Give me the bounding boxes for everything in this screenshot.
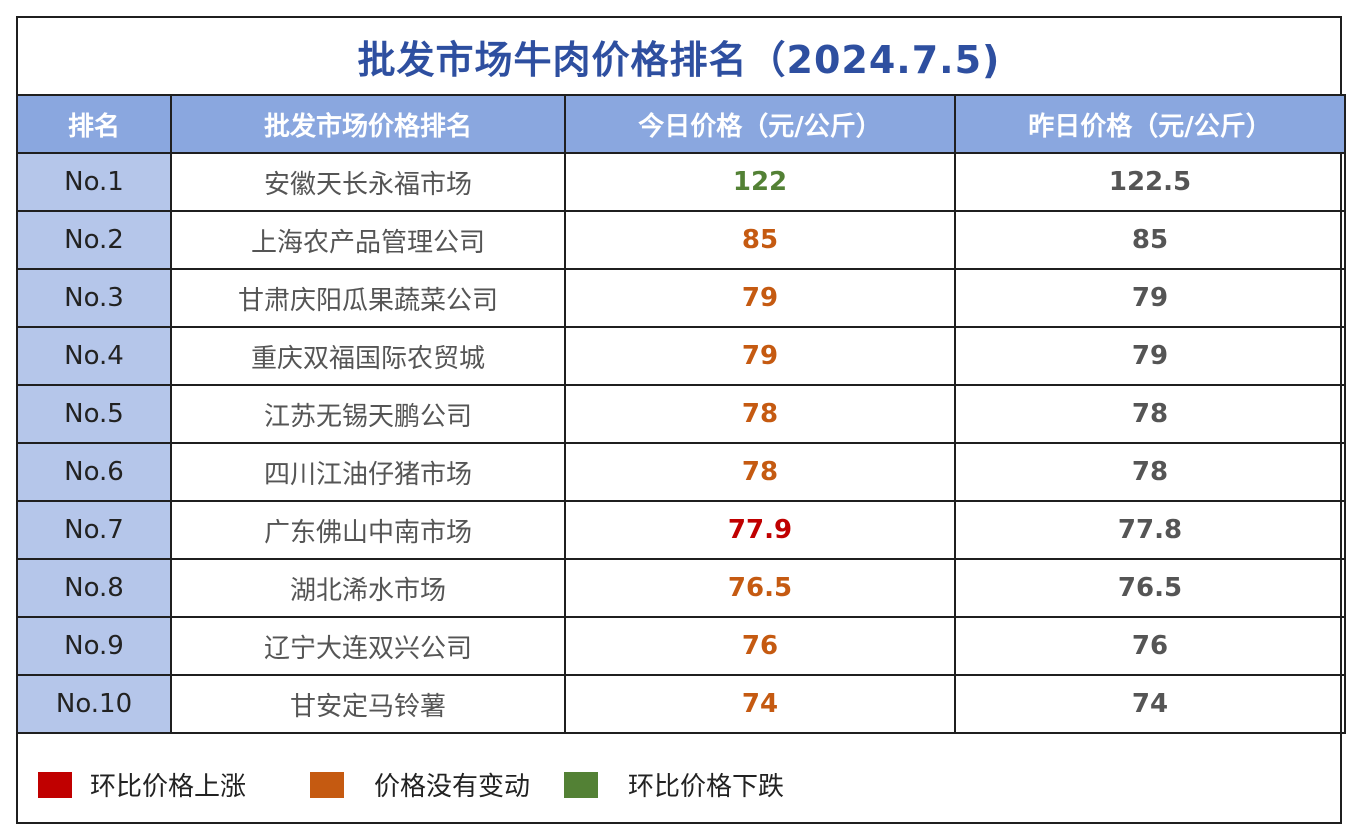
today-price-cell: 76 — [564, 616, 956, 676]
header-today-price: 今日价格（元/公斤） — [564, 94, 956, 154]
table-row: No.8 湖北浠水市场 76.5 76.5 — [16, 558, 1346, 618]
rank-cell: No.2 — [16, 210, 172, 270]
market-cell: 湖北浠水市场 — [170, 558, 566, 618]
ranking-table: 排名 批发市场价格排名 今日价格（元/公斤） 昨日价格（元/公斤） No.1 安… — [16, 94, 1346, 734]
legend-label-same: 价格没有变动 — [374, 772, 531, 802]
today-price-cell: 79 — [564, 268, 956, 328]
legend-item-up: 环比价格上涨 — [38, 766, 246, 803]
yesterday-price-cell: 76.5 — [954, 558, 1346, 618]
table-row: No.3 甘肃庆阳瓜果蔬菜公司 79 79 — [16, 268, 1346, 328]
today-price-cell: 77.9 — [564, 500, 956, 560]
page-title: 批发市场牛肉价格排名（2024.7.5) — [357, 37, 1001, 82]
table-row: No.7 广东佛山中南市场 77.9 77.8 — [16, 500, 1346, 560]
market-cell: 甘安定马铃薯 — [170, 674, 566, 734]
yesterday-price-cell: 76 — [954, 616, 1346, 676]
legend-swatch-down — [564, 771, 598, 798]
table-row: No.4 重庆双福国际农贸城 79 79 — [16, 326, 1346, 386]
table-row: No.10 甘安定马铃薯 74 74 — [16, 674, 1346, 734]
today-price-cell: 122 — [564, 152, 956, 212]
today-price-cell: 85 — [564, 210, 956, 270]
market-cell: 四川江油仔猪市场 — [170, 442, 566, 502]
legend-label-up: 环比价格上涨 — [90, 772, 247, 802]
rank-cell: No.9 — [16, 616, 172, 676]
rank-cell: No.1 — [16, 152, 172, 212]
yesterday-price-cell: 78 — [954, 384, 1346, 444]
legend-swatch-up — [38, 771, 72, 798]
legend-label-down: 环比价格下跌 — [628, 772, 785, 802]
market-cell: 甘肃庆阳瓜果蔬菜公司 — [170, 268, 566, 328]
yesterday-price-cell: 77.8 — [954, 500, 1346, 560]
yesterday-price-cell: 78 — [954, 442, 1346, 502]
table-row: No.1 安徽天长永福市场 122 122.5 — [16, 152, 1346, 212]
rank-cell: No.3 — [16, 268, 172, 328]
price-ranking-panel: 批发市场牛肉价格排名（2024.7.5) 排名 批发市场价格排名 今日价格（元/… — [16, 16, 1346, 824]
market-cell: 上海农产品管理公司 — [170, 210, 566, 270]
yesterday-price-cell: 122.5 — [954, 152, 1346, 212]
legend: 环比价格上涨 价格没有变动 环比价格下跌 — [18, 754, 1340, 814]
rank-cell: No.4 — [16, 326, 172, 386]
rank-cell: No.7 — [16, 500, 172, 560]
legend-swatch-same — [310, 771, 344, 798]
header-rank: 排名 — [16, 94, 172, 154]
yesterday-price-cell: 79 — [954, 268, 1346, 328]
rank-cell: No.10 — [16, 674, 172, 734]
today-price-cell: 78 — [564, 442, 956, 502]
yesterday-price-cell: 74 — [954, 674, 1346, 734]
table-row: No.9 辽宁大连双兴公司 76 76 — [16, 616, 1346, 676]
table-body: No.1 安徽天长永福市场 122 122.5 No.2 上海农产品管理公司 8… — [16, 152, 1346, 734]
header-yesterday-price: 昨日价格（元/公斤） — [954, 94, 1346, 154]
market-cell: 安徽天长永福市场 — [170, 152, 566, 212]
market-cell: 江苏无锡天鹏公司 — [170, 384, 566, 444]
table-header-row: 排名 批发市场价格排名 今日价格（元/公斤） 昨日价格（元/公斤） — [16, 94, 1346, 154]
rank-cell: No.6 — [16, 442, 172, 502]
yesterday-price-cell: 85 — [954, 210, 1346, 270]
today-price-cell: 76.5 — [564, 558, 956, 618]
rank-cell: No.8 — [16, 558, 172, 618]
today-price-cell: 78 — [564, 384, 956, 444]
legend-item-down: 环比价格下跌 — [564, 766, 784, 803]
table-row: No.5 江苏无锡天鹏公司 78 78 — [16, 384, 1346, 444]
yesterday-price-cell: 79 — [954, 326, 1346, 386]
table-row: No.2 上海农产品管理公司 85 85 — [16, 210, 1346, 270]
today-price-cell: 74 — [564, 674, 956, 734]
header-market: 批发市场价格排名 — [170, 94, 566, 154]
market-cell: 辽宁大连双兴公司 — [170, 616, 566, 676]
market-cell: 重庆双福国际农贸城 — [170, 326, 566, 386]
legend-item-same: 价格没有变动 — [310, 766, 530, 803]
rank-cell: No.5 — [16, 384, 172, 444]
today-price-cell: 79 — [564, 326, 956, 386]
market-cell: 广东佛山中南市场 — [170, 500, 566, 560]
table-row: No.6 四川江油仔猪市场 78 78 — [16, 442, 1346, 502]
